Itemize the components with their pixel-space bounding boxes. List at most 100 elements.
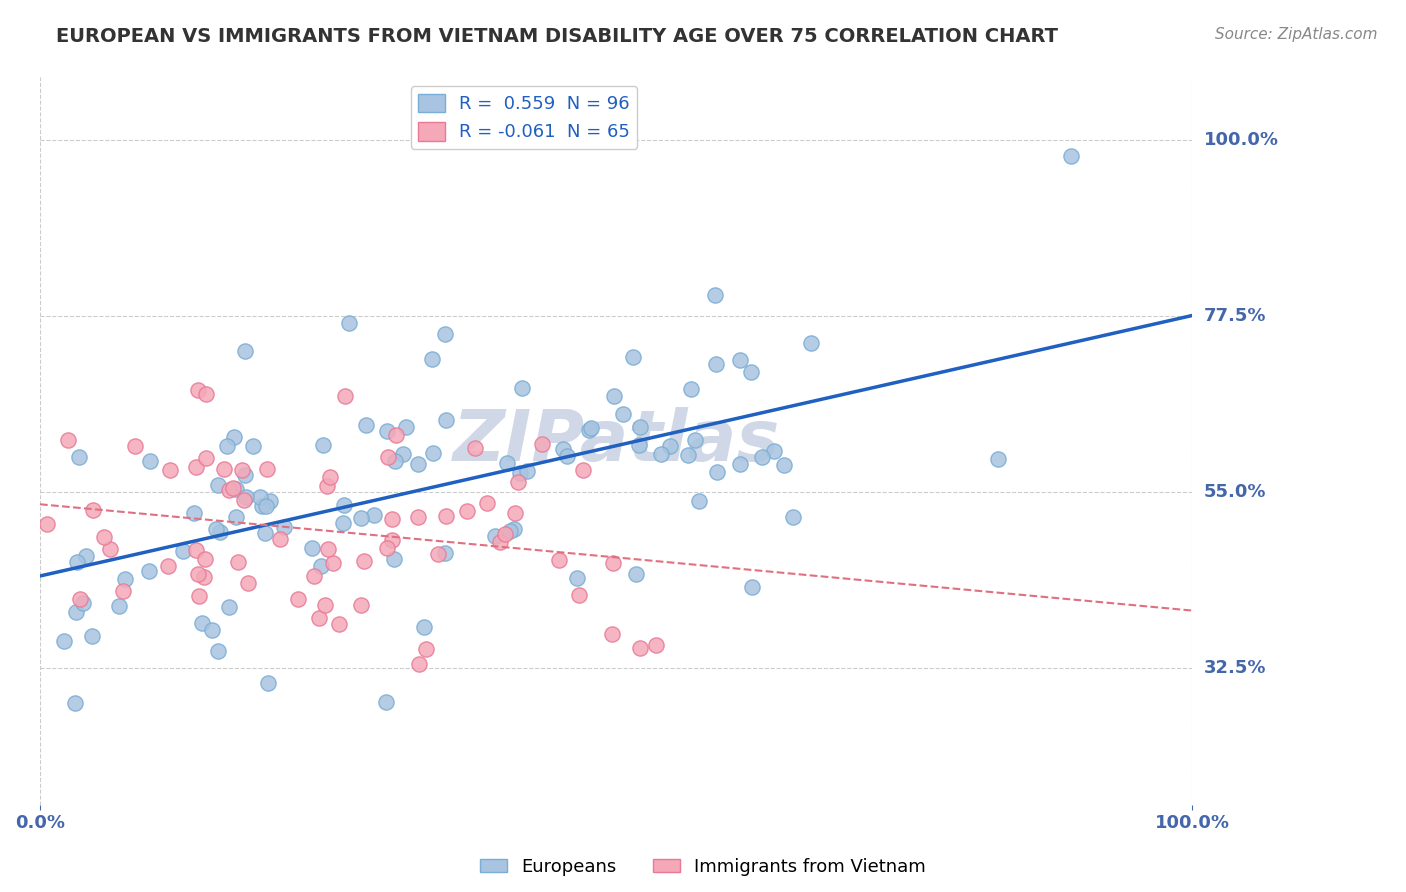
Point xyxy=(568,589,591,603)
Point xyxy=(93,530,115,544)
Point xyxy=(433,546,456,560)
Point xyxy=(201,624,224,638)
Point xyxy=(685,434,707,448)
Point xyxy=(572,463,595,477)
Point xyxy=(322,557,344,571)
Point xyxy=(231,463,253,477)
Point xyxy=(319,470,342,484)
Point xyxy=(309,558,332,573)
Point xyxy=(456,504,478,518)
Point xyxy=(218,483,240,498)
Point xyxy=(555,449,578,463)
Point xyxy=(188,590,211,604)
Point xyxy=(422,446,444,460)
Point xyxy=(503,506,526,520)
Point xyxy=(627,438,650,452)
Point xyxy=(186,460,208,475)
Point xyxy=(66,555,89,569)
Point xyxy=(395,420,418,434)
Point xyxy=(385,428,408,442)
Point xyxy=(114,572,136,586)
Point xyxy=(187,383,209,397)
Point xyxy=(124,439,146,453)
Point xyxy=(218,600,240,615)
Point xyxy=(427,547,450,561)
Legend: Europeans, Immigrants from Vietnam: Europeans, Immigrants from Vietnam xyxy=(472,851,934,883)
Point xyxy=(215,439,238,453)
Point xyxy=(63,696,86,710)
Point xyxy=(688,494,710,508)
Point xyxy=(434,412,457,426)
Point xyxy=(194,551,217,566)
Point xyxy=(315,479,337,493)
Point xyxy=(464,441,486,455)
Point xyxy=(509,466,531,480)
Point xyxy=(316,542,339,557)
Point xyxy=(308,611,330,625)
Point xyxy=(681,383,703,397)
Point xyxy=(226,555,249,569)
Point xyxy=(350,510,373,524)
Point xyxy=(183,506,205,520)
Point xyxy=(35,517,58,532)
Point xyxy=(287,591,309,606)
Point xyxy=(628,640,651,655)
Point xyxy=(602,556,624,570)
Point xyxy=(269,532,291,546)
Point xyxy=(408,657,430,671)
Text: Source: ZipAtlas.com: Source: ZipAtlas.com xyxy=(1215,27,1378,42)
Point xyxy=(567,571,589,585)
Point xyxy=(496,456,519,470)
Point xyxy=(704,357,727,371)
Point xyxy=(650,447,672,461)
Point xyxy=(603,389,626,403)
Point xyxy=(987,451,1010,466)
Point xyxy=(254,499,277,513)
Point xyxy=(730,458,752,472)
Point xyxy=(100,542,122,557)
Point xyxy=(377,450,399,464)
Point xyxy=(381,533,404,547)
Point xyxy=(578,423,600,437)
Point xyxy=(332,516,354,531)
Point xyxy=(382,552,405,566)
Point xyxy=(195,450,218,465)
Point xyxy=(232,492,254,507)
Point xyxy=(510,381,533,395)
Point xyxy=(302,569,325,583)
Point xyxy=(706,465,728,479)
Point xyxy=(645,638,668,652)
Point xyxy=(242,438,264,452)
Point xyxy=(489,535,512,549)
Point xyxy=(678,448,700,462)
Point xyxy=(207,643,229,657)
Point xyxy=(235,491,257,505)
Point xyxy=(624,567,647,582)
Point xyxy=(184,542,207,557)
Point xyxy=(222,430,245,444)
Point xyxy=(187,567,209,582)
Point xyxy=(236,576,259,591)
Text: 55.0%: 55.0% xyxy=(1204,483,1265,501)
Point xyxy=(222,481,245,495)
Point xyxy=(233,468,256,483)
Point xyxy=(392,447,415,461)
Point xyxy=(600,627,623,641)
Text: 32.5%: 32.5% xyxy=(1204,659,1265,677)
Point xyxy=(82,502,104,516)
Point xyxy=(375,541,398,556)
Point xyxy=(434,508,457,523)
Point xyxy=(751,450,773,465)
Point xyxy=(406,509,429,524)
Point xyxy=(762,444,785,458)
Point xyxy=(531,437,554,451)
Point xyxy=(612,408,634,422)
Point xyxy=(256,461,278,475)
Point xyxy=(353,554,375,568)
Point xyxy=(333,498,356,512)
Text: ZIPatlas: ZIPatlas xyxy=(453,407,780,475)
Point xyxy=(72,596,94,610)
Point xyxy=(112,583,135,598)
Point xyxy=(108,599,131,613)
Point xyxy=(375,424,398,438)
